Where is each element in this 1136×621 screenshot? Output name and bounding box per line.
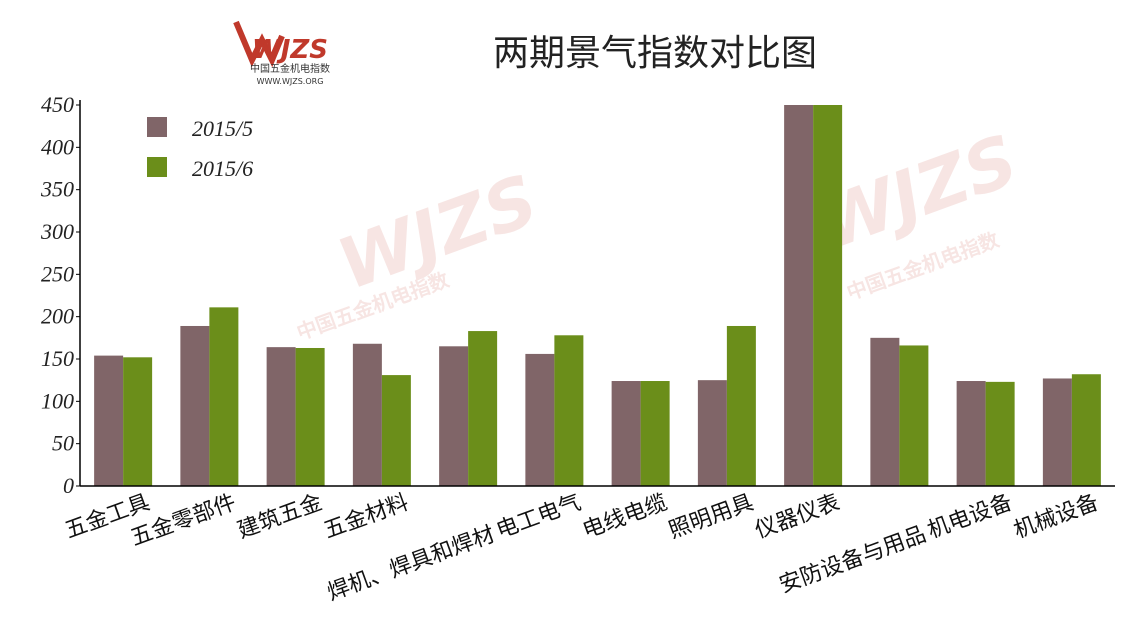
y-tick-label: 400 [41, 134, 74, 159]
bar [180, 325, 210, 486]
x-tick-label: 机械设备 [1011, 490, 1102, 544]
x-tick-label: 五金材料 [321, 490, 412, 544]
bar [956, 381, 986, 486]
x-tick-label: 建筑五金 [234, 490, 325, 544]
bar [813, 105, 843, 486]
x-tick-label: 仪器仪表 [752, 490, 843, 544]
y-tick-label: 250 [41, 261, 74, 286]
bar [554, 335, 584, 486]
y-tick-label: 0 [63, 473, 74, 498]
legend-swatch [147, 157, 167, 177]
watermark: WJZS 中国五金机电指数 WJZS 中国五金机电指数 [294, 119, 1028, 345]
logo-icon [233, 20, 285, 68]
bar [295, 347, 325, 486]
logo-mark: WJZS [252, 35, 328, 65]
y-tick-label: 300 [40, 219, 74, 244]
bar [784, 105, 814, 486]
bar [985, 381, 1015, 486]
y-tick-label: 150 [41, 346, 74, 371]
bar [94, 355, 124, 486]
bar [1042, 378, 1072, 486]
bar [123, 357, 153, 486]
bar [439, 346, 469, 486]
logo-name: 中国五金机电指数 [250, 62, 330, 75]
y-tick-label: 200 [41, 304, 74, 329]
bar [1071, 374, 1101, 486]
bar [640, 381, 670, 486]
chart-title: 两期景气指数对比图 [493, 33, 817, 74]
bar [525, 353, 555, 486]
bar [870, 337, 900, 486]
bar [381, 375, 411, 486]
bar [899, 345, 929, 486]
x-tick-label: 安防设备与用品 [776, 522, 929, 598]
bar [611, 381, 641, 486]
bar [352, 343, 382, 486]
logo: WJZS 中国五金机电指数 WWW.WJZS.ORG [233, 20, 330, 86]
x-tick-label: 照明用具 [666, 490, 757, 544]
bar [468, 331, 498, 486]
bar [266, 347, 296, 486]
legend-label: 2015/5 [192, 116, 253, 141]
logo-site: WWW.WJZS.ORG [257, 77, 324, 86]
y-tick-label: 350 [40, 177, 74, 202]
bar [697, 380, 727, 486]
y-tick-label: 50 [52, 431, 74, 456]
x-tick-label: 机电设备 [924, 490, 1015, 544]
bar [726, 325, 756, 486]
y-tick-label: 100 [41, 388, 74, 413]
y-tick-label: 450 [41, 92, 74, 117]
legend-label: 2015/6 [192, 156, 253, 181]
bar [209, 307, 239, 486]
legend-swatch [147, 117, 167, 137]
x-tick-label: 电线电缆 [579, 490, 670, 544]
x-tick-label: 电工电气 [493, 490, 584, 544]
